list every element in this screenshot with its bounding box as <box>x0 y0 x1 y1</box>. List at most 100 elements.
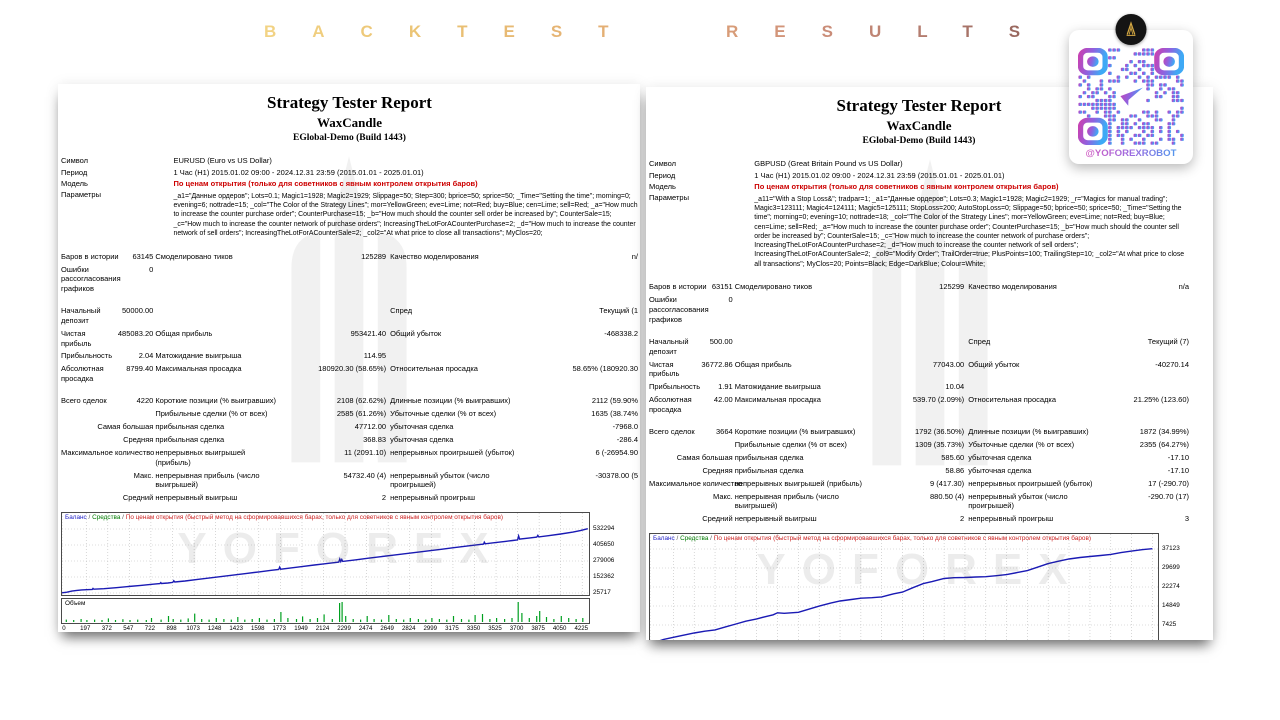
stat-value: 6 (-26954.90 <box>595 447 638 457</box>
stat-value: 125299 <box>939 282 965 292</box>
stat-value: 42.00 <box>713 395 733 405</box>
stats-row: Чистая прибыль 36772.86 Общая прибыль 770… <box>649 358 1189 381</box>
instagram-finder-icon <box>1078 48 1184 145</box>
stat-label: прибыльная сделка <box>155 434 225 444</box>
stat-label: непрерывный проигрыш <box>390 493 476 503</box>
stat-label: Прибыльность <box>649 382 701 392</box>
stat-value: 2585 (61.26%) <box>336 409 387 419</box>
info-label: Период <box>649 170 676 180</box>
volume-pane: Объем <box>61 597 590 624</box>
stat-label: Относительная просадка <box>390 364 478 374</box>
stat-label: Короткие позиции (% выигравших) <box>734 426 856 436</box>
stat-label: Смоделировано тиков <box>734 282 813 292</box>
stat-label: Чистая прибыль <box>61 328 92 348</box>
stats-row: Средняя прибыльная сделка 368.83 убыточн… <box>61 433 638 446</box>
page-title: BACKTEST RESULTS <box>264 22 1057 41</box>
info-label: Символ <box>649 159 677 168</box>
stat-value: 1.91 <box>718 382 733 392</box>
stat-value: -40270.14 <box>1155 359 1189 369</box>
stat-label: Спред <box>390 306 413 316</box>
yoforex-logo-icon <box>1115 14 1147 45</box>
stat-label: Начальный депозит <box>649 336 689 356</box>
stat-value: -17.10 <box>1167 465 1189 475</box>
stat-label: убыточная сделка <box>390 434 454 444</box>
stat-value: 485083.20 <box>117 328 154 338</box>
info-row: Параметры _a11="With a Stop Loss&"; trad… <box>649 193 1189 272</box>
stat-value: Макс. <box>712 491 733 501</box>
info-row: Период 1 Час (H1) 2015.01.02 09:00 - 202… <box>61 167 638 179</box>
stat-value: Средний <box>122 493 154 503</box>
stat-label: Матожидание выигрыша <box>734 382 821 392</box>
info-row: Модель По ценам открытия (только для сов… <box>61 178 638 190</box>
stat-value: 58.65% (180920.30 <box>572 364 638 374</box>
stat-label: Начальный депозит <box>61 306 101 325</box>
report-page-eurusd: Strategy Tester Report WaxCandle EGlobal… <box>58 84 640 632</box>
stat-label: Спред <box>968 336 991 346</box>
stat-value: 11 (2091.10) <box>344 447 387 457</box>
stat-label: Длинные позиции (% выигравших) <box>390 396 511 406</box>
stat-value: -7968.0 <box>612 421 638 431</box>
stats-row: Макс. непрерывная прибыль (число выигрыш… <box>649 490 1189 513</box>
stat-value: 63151 <box>711 282 733 292</box>
stat-value: 2355 (64.27%) <box>1139 439 1189 449</box>
info-label: Период <box>61 167 88 177</box>
stat-value: Макс. <box>133 470 154 480</box>
stat-label: прибыльная сделка <box>155 421 225 431</box>
stat-label: Матожидание выигрыша <box>155 351 242 361</box>
stat-value: -17.10 <box>1167 452 1189 462</box>
stat-value: 50000.00 <box>122 306 154 316</box>
stat-label: убыточная сделка <box>968 465 1032 475</box>
info-value: EURUSD (Euro vs US Dollar) <box>173 156 272 165</box>
stat-value: 2 <box>960 514 965 524</box>
info-label: Модель <box>649 182 676 192</box>
info-label: Символ <box>61 156 89 165</box>
info-label: Параметры <box>61 189 101 199</box>
stat-label: непрерывных проигрышей (убыток) <box>390 447 515 457</box>
qr-card: @YOFOREXROBOT <box>1069 14 1193 164</box>
stat-value: 17 (-290.70) <box>1148 478 1189 488</box>
stats-row: Начальный депозит 50000.00 Спред Текущий … <box>61 305 638 328</box>
stat-value: 3664 <box>716 426 733 436</box>
stat-label: Максимальная просадка <box>734 395 821 405</box>
stat-value: Максимальное количество <box>649 478 743 488</box>
report-stats: Баров в истории 63151 Смоделировано тиков… <box>649 281 1189 526</box>
stat-label: непрерывных выигрышей (прибыль) <box>734 478 863 488</box>
stats-row: Прибыльность 2.04 Матожидание выигрыша 11… <box>61 350 638 363</box>
stat-value: -286.4 <box>616 434 638 444</box>
stat-label: непрерывный выигрыш <box>734 514 817 524</box>
info-row: Период 1 Час (H1) 2015.01.02 09:00 - 202… <box>649 170 1189 182</box>
balance-chart-eurusd: YOFOREX Баланс / Средства / По ценам отк… <box>61 511 621 632</box>
stats-row: Прибыльность 1.91 Матожидание выигрыша 10… <box>649 381 1189 394</box>
stats-row: Абсолютная просадка 8799.40 Максимальная … <box>61 363 638 386</box>
stats-row: Прибыльные сделки (% от всех) 2585 (61.2… <box>61 407 638 420</box>
stats-row: Начальный депозит 500.00 Спред Текущий (7… <box>649 335 1189 358</box>
stat-value: Текущий (1 <box>599 306 638 316</box>
chart-x-axis: 0 197 372 547 722 898 1073 1248 1423 1598 1773 1949… <box>62 624 588 632</box>
stats-row: Прибыльные сделки (% от всех) 1309 (35.7… <box>649 438 1189 451</box>
info-value: _a1="Данные ордеров"; Lots=0.1; Magic1=1… <box>173 192 638 237</box>
stats-row: Баров в истории 63151 Смоделировано тиков… <box>649 281 1189 294</box>
chart-plot-area: Баланс / Средства / По ценам открытия (б… <box>61 511 614 596</box>
chart-y-axis: 0742514849222742969937123 <box>1162 544 1180 640</box>
stat-label: Качество моделирования <box>390 251 479 261</box>
stat-label: Абсолютная просадка <box>61 364 104 384</box>
stat-label: непрерывный убыток (число проигрышей) <box>390 470 490 490</box>
stat-value: 1872 (34.99%) <box>1139 426 1189 436</box>
info-label: Модель <box>61 179 88 189</box>
info-value: По ценам открытия (только для советников… <box>173 179 478 189</box>
stat-label: Прибыльные сделки (% от всех) <box>155 409 268 419</box>
stat-label: непрерывный выигрыш <box>155 493 238 503</box>
stat-label: Баров в истории <box>649 282 707 292</box>
qr-handle-text: @YOFOREXROBOT <box>1069 148 1193 159</box>
stat-label: Относительная просадка <box>968 395 1057 405</box>
stat-value: 77043.00 <box>932 359 965 369</box>
volume-label: Объем <box>65 599 86 607</box>
stat-value: n/a <box>1178 282 1189 292</box>
stats-row: Самая большая прибыльная сделка 585.60 у… <box>649 451 1189 464</box>
stats-row: Баров в истории 63145 Смоделировано тиков… <box>61 250 638 263</box>
stats-row: Макс. непрерывная прибыль (число выигрыш… <box>61 469 638 492</box>
stat-label: непрерывная прибыль (число выигрышей) <box>155 470 260 490</box>
stat-label: Баров в истории <box>61 251 119 261</box>
stat-label: Ошибки рассогласования графиков <box>649 295 709 324</box>
stat-label: прибыльная сделка <box>734 465 804 475</box>
